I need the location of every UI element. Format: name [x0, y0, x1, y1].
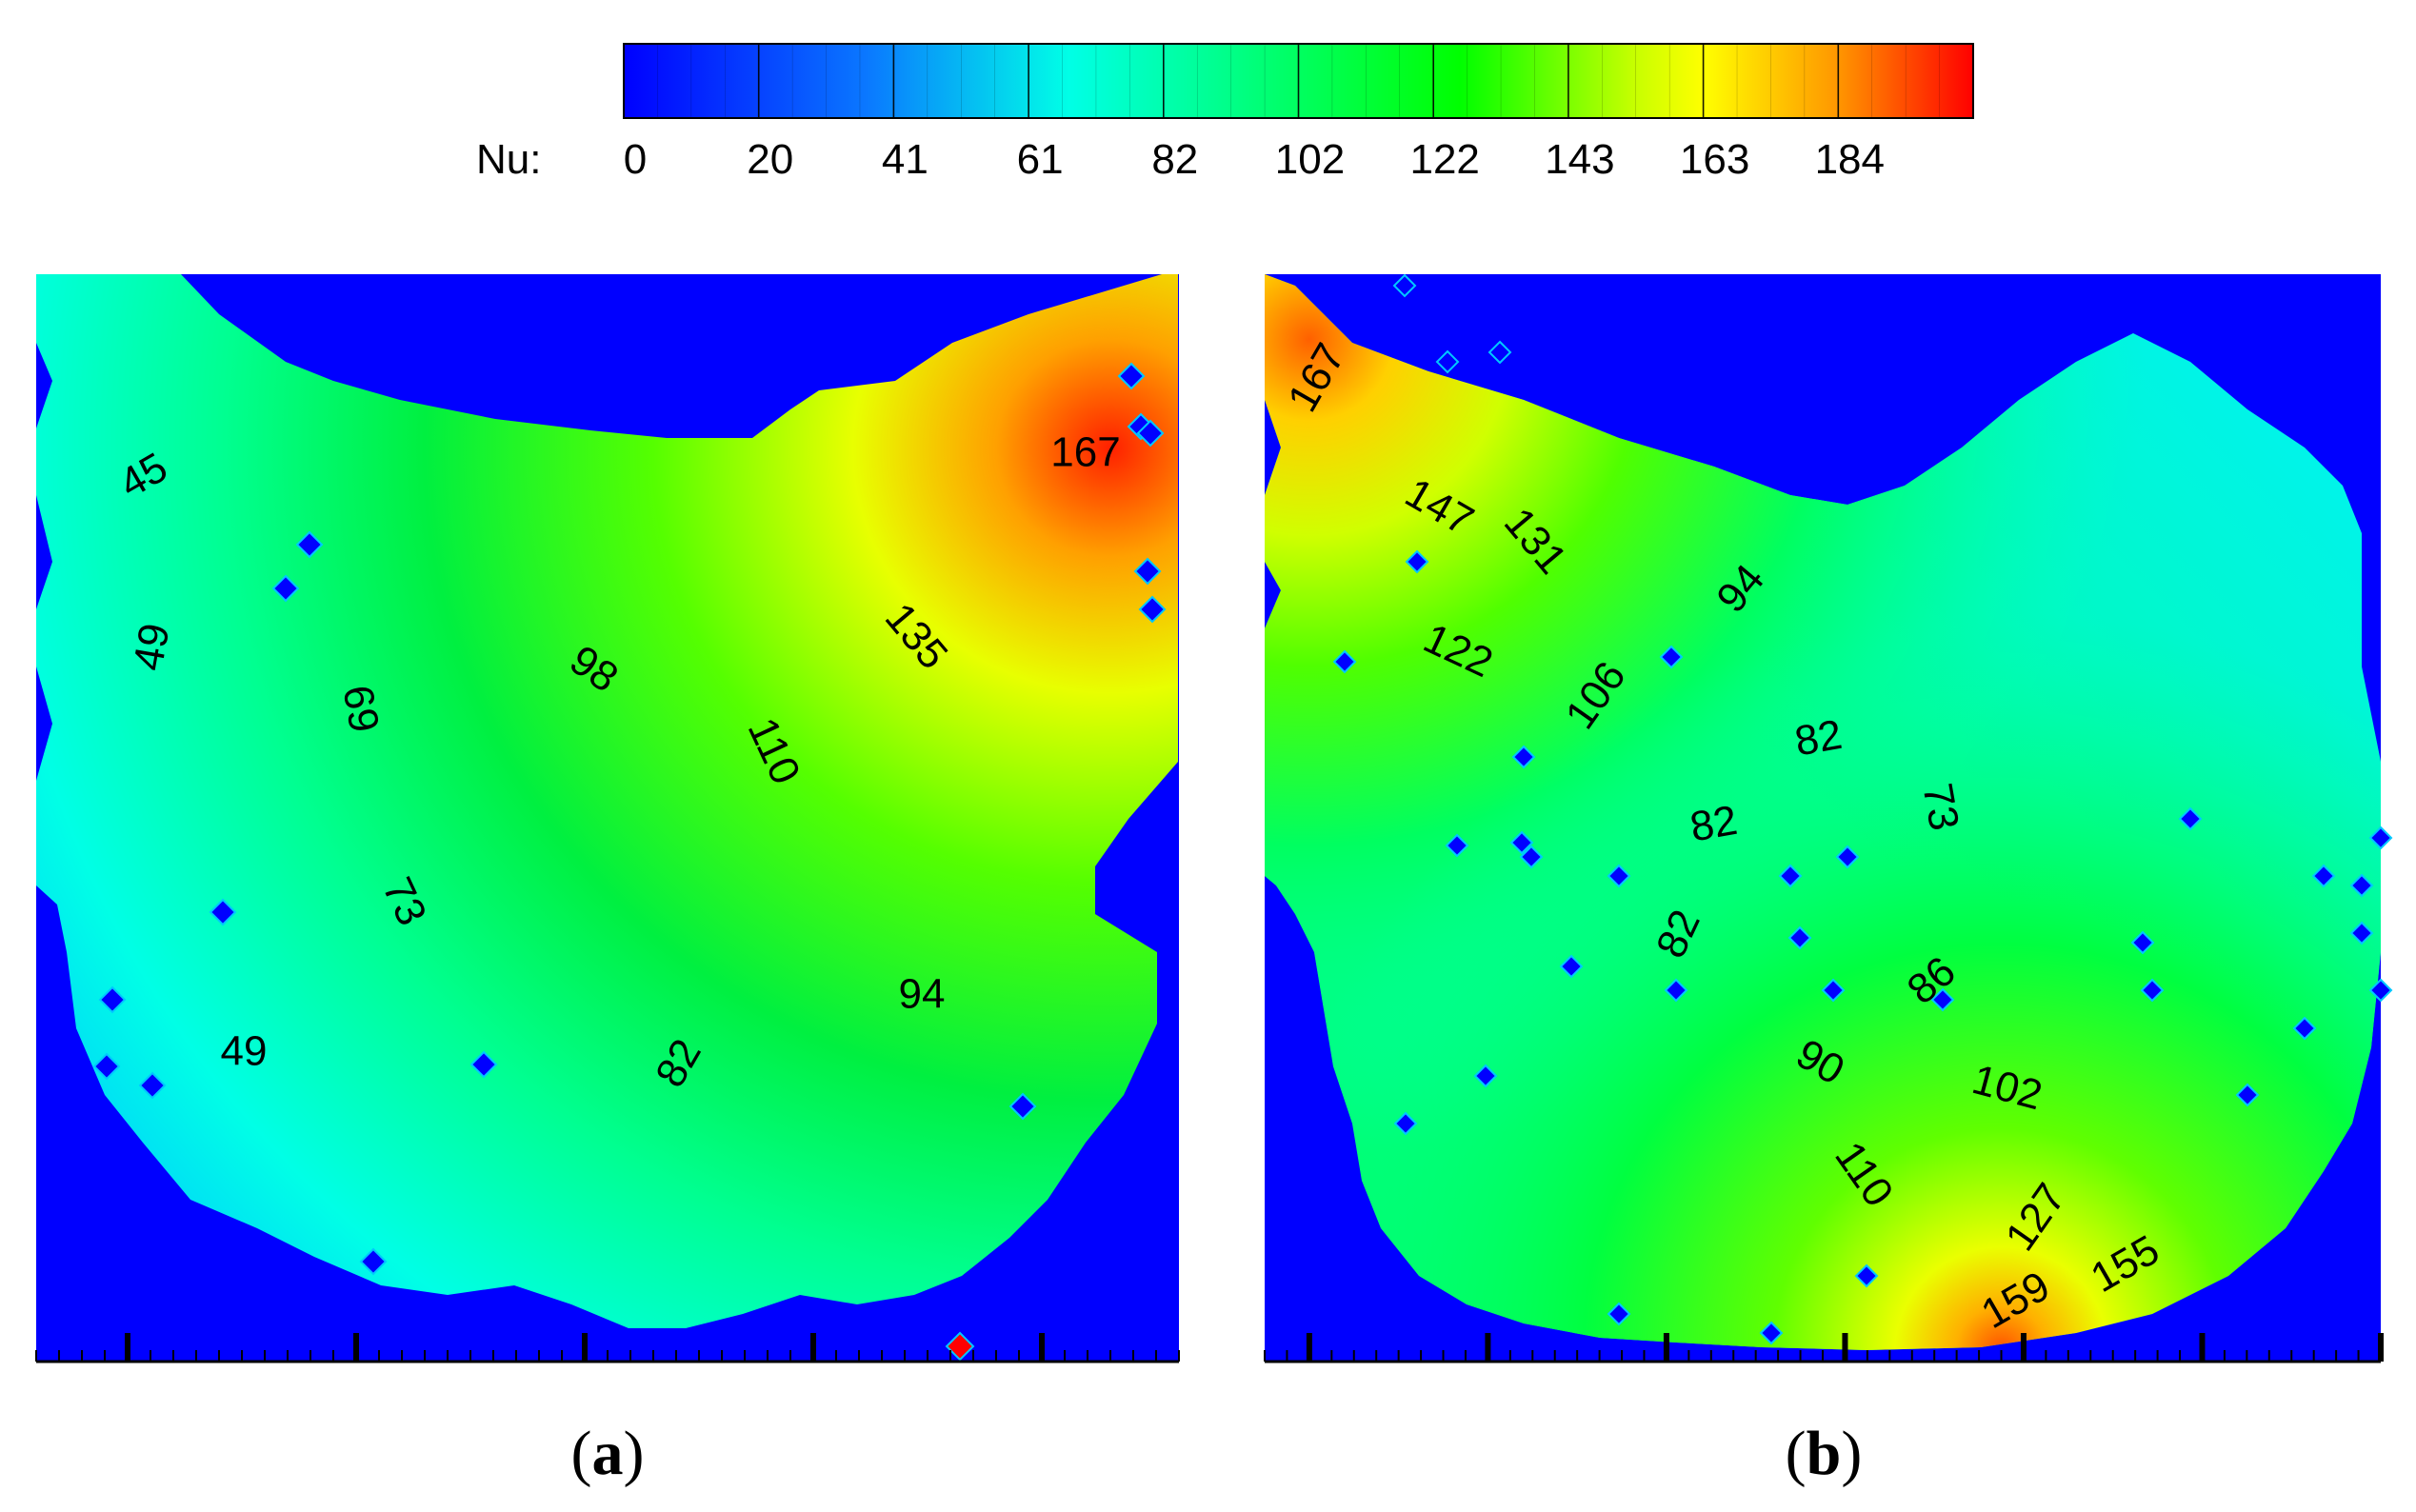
speckle — [138, 1071, 167, 1100]
speckle — [1435, 349, 1460, 374]
speckle — [1392, 273, 1417, 298]
speckle — [1405, 549, 1429, 574]
panel-a-x-axis — [35, 1333, 1180, 1363]
speckle — [2368, 826, 2393, 850]
speckle — [1787, 925, 1812, 950]
speckle — [359, 1247, 388, 1276]
speckle — [1445, 833, 1469, 858]
panel-a-caption: (a) — [571, 1419, 645, 1488]
speckle — [2368, 978, 2393, 1003]
speckle — [1930, 987, 1955, 1012]
speckle — [1835, 845, 1860, 869]
speckle — [1117, 362, 1146, 390]
speckle — [469, 1050, 498, 1079]
speckle — [1759, 1321, 1784, 1345]
panel-b-speckles — [1332, 273, 2393, 1345]
speckle — [92, 1052, 121, 1081]
speckle — [295, 530, 324, 559]
speckle — [1136, 419, 1165, 448]
speckle — [2349, 921, 2374, 945]
speckle — [209, 898, 237, 926]
speckle — [1519, 845, 1544, 869]
colorbar-tick-label: 163 — [1680, 136, 1749, 183]
speckle — [1332, 649, 1357, 674]
speckle — [1821, 978, 1846, 1003]
speckle — [945, 1331, 975, 1362]
speckle — [1133, 557, 1162, 586]
contour-label: 69 — [333, 682, 388, 736]
panel-b-x-axis — [1264, 1333, 2384, 1363]
contour-label: 49 — [221, 1028, 268, 1075]
speckle — [98, 985, 127, 1014]
speckle — [1607, 1302, 1631, 1326]
speckle — [271, 574, 300, 603]
panel-b-ticks — [1264, 1333, 2384, 1362]
colorbar-tick-label: 184 — [1815, 136, 1885, 183]
colorbar-tick-label: 102 — [1275, 136, 1345, 183]
speckle — [2292, 1016, 2317, 1041]
colorbar-label: Nu: — [476, 136, 541, 183]
panel-b-caption: (b) — [1786, 1419, 1863, 1488]
contour-label: 82 — [1687, 797, 1741, 851]
panel-a-ticks — [35, 1333, 1180, 1362]
colorbar: Nu: 0 20 41 61 82 102 122 143 163 184 — [476, 43, 1974, 183]
speckle — [2349, 873, 2374, 898]
contour-label: 82 — [1791, 711, 1846, 766]
speckle — [1664, 978, 1688, 1003]
speckle — [1473, 1064, 1498, 1088]
colorbar-tick-label: 82 — [1151, 136, 1198, 183]
contour-label: 167 — [1050, 429, 1120, 476]
speckle — [1008, 1092, 1037, 1121]
colorbar-tick-label: 0 — [624, 136, 647, 183]
speckle — [1778, 864, 1803, 888]
panel-a-speckles — [92, 362, 1167, 1362]
speckle — [1488, 340, 1512, 365]
speckle — [1393, 1111, 1418, 1136]
speckle — [1607, 864, 1631, 888]
speckle — [2311, 864, 2336, 888]
colorbar-tick-label: 61 — [1017, 136, 1064, 183]
speckle — [1509, 830, 1534, 855]
speckle — [2130, 930, 2155, 955]
colorbar-tick-label: 122 — [1409, 136, 1479, 183]
contour-label: 49 — [125, 620, 179, 674]
colorbar-tick-label: 41 — [882, 136, 928, 183]
colorbar-tick-labels: 0 20 41 61 82 102 122 143 163 184 — [624, 136, 1885, 183]
panel-a-field — [36, 274, 1178, 1328]
speckle — [1659, 645, 1684, 669]
speckle — [1138, 595, 1167, 624]
colorbar-tick-label: 20 — [747, 136, 793, 183]
speckle — [2178, 806, 2203, 831]
contour-label: 94 — [899, 971, 946, 1018]
colorbar-dividers — [657, 44, 1940, 118]
speckle — [2235, 1083, 2260, 1107]
speckle — [1511, 745, 1536, 769]
speckle — [1854, 1263, 1879, 1288]
speckle — [2140, 978, 2165, 1003]
colorbar-tick-label: 143 — [1545, 136, 1614, 183]
speckle — [1559, 954, 1584, 979]
contour-label: 73 — [1913, 780, 1967, 834]
